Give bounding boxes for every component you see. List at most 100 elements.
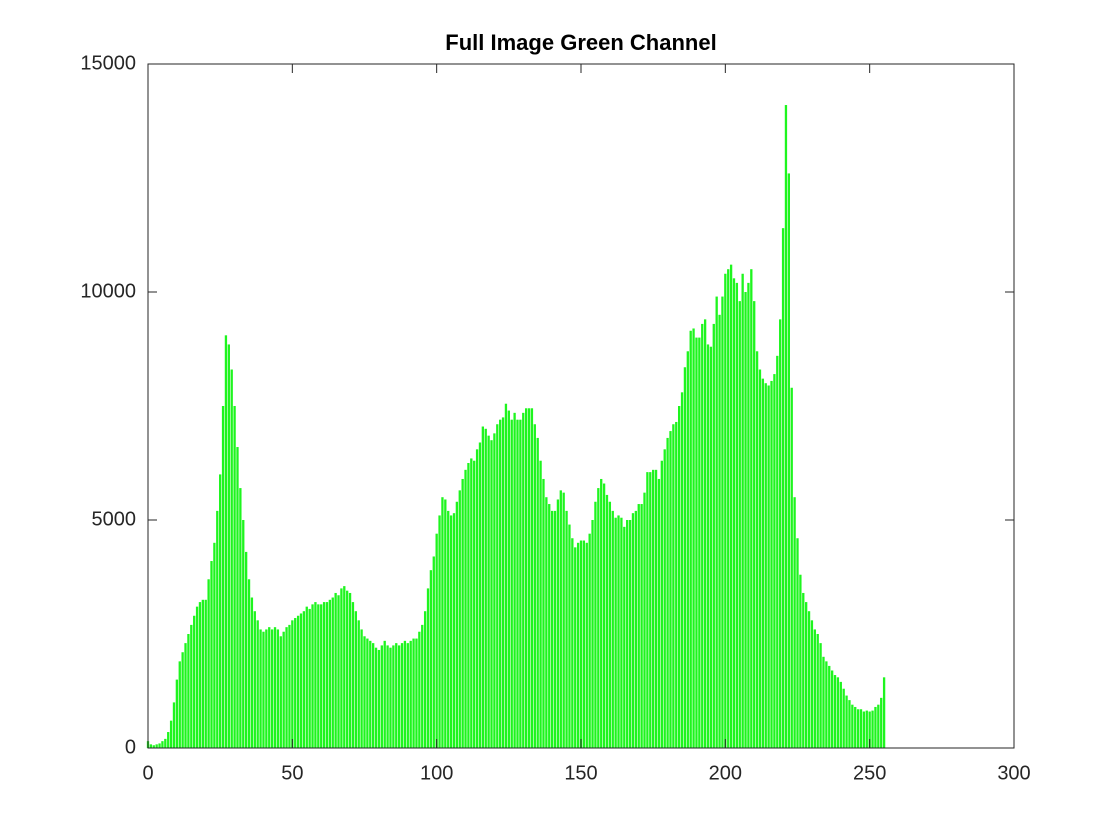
bar bbox=[510, 419, 513, 748]
bar bbox=[680, 392, 684, 748]
bar bbox=[426, 588, 430, 748]
bar bbox=[802, 592, 805, 748]
bar bbox=[383, 640, 386, 748]
bar bbox=[524, 408, 528, 748]
bar bbox=[167, 732, 170, 748]
bar bbox=[519, 419, 522, 748]
bar bbox=[654, 469, 658, 748]
bar bbox=[377, 649, 381, 748]
bar bbox=[221, 406, 225, 748]
bar bbox=[854, 706, 857, 748]
bar bbox=[600, 478, 603, 748]
bar bbox=[868, 711, 871, 748]
bar bbox=[643, 492, 646, 748]
bar bbox=[343, 586, 346, 748]
bar bbox=[550, 510, 554, 748]
bar bbox=[709, 346, 713, 748]
bar bbox=[175, 679, 179, 748]
bar bbox=[637, 504, 640, 748]
bar bbox=[631, 513, 635, 748]
bar bbox=[865, 710, 868, 748]
bar bbox=[758, 369, 762, 748]
bar bbox=[522, 412, 525, 748]
bar bbox=[478, 442, 482, 748]
bar bbox=[348, 592, 352, 748]
y-tick-label: 10000 bbox=[80, 280, 136, 302]
bar bbox=[216, 510, 219, 748]
bar bbox=[669, 431, 672, 748]
bar bbox=[395, 643, 398, 748]
bar bbox=[314, 602, 317, 748]
bar bbox=[432, 556, 435, 748]
bar bbox=[646, 472, 649, 748]
bar bbox=[441, 497, 444, 748]
bar bbox=[429, 570, 433, 748]
bar bbox=[490, 440, 493, 748]
bar bbox=[305, 606, 308, 748]
bar bbox=[392, 645, 395, 748]
bar bbox=[859, 709, 863, 748]
bar bbox=[828, 665, 831, 748]
bar bbox=[724, 273, 727, 748]
bar bbox=[689, 330, 692, 748]
bar bbox=[423, 611, 427, 748]
bar bbox=[499, 419, 502, 748]
bar bbox=[187, 634, 190, 748]
bar bbox=[571, 538, 574, 748]
bar bbox=[727, 269, 730, 748]
bar bbox=[732, 278, 736, 748]
bar bbox=[822, 656, 825, 748]
bar bbox=[611, 510, 614, 748]
bar bbox=[779, 319, 782, 748]
bar bbox=[833, 675, 837, 748]
bar bbox=[816, 634, 819, 748]
bar bbox=[250, 597, 254, 748]
bar bbox=[686, 351, 689, 748]
bar bbox=[813, 629, 816, 748]
bar bbox=[239, 488, 242, 748]
bar bbox=[617, 515, 620, 748]
bar bbox=[190, 624, 193, 748]
bar bbox=[227, 344, 230, 748]
bar bbox=[579, 540, 583, 748]
x-tick-label: 300 bbox=[997, 762, 1030, 784]
bar bbox=[513, 412, 516, 748]
bar bbox=[169, 720, 173, 748]
x-tick-label: 50 bbox=[281, 762, 303, 784]
bar bbox=[276, 629, 280, 748]
bar bbox=[181, 652, 184, 748]
bar bbox=[574, 547, 577, 748]
bar bbox=[473, 460, 476, 748]
bar bbox=[776, 355, 779, 748]
bar bbox=[805, 602, 808, 748]
bar bbox=[467, 463, 470, 748]
bar bbox=[262, 631, 265, 748]
bar bbox=[481, 426, 485, 748]
bar bbox=[213, 542, 216, 748]
x-tick-label: 200 bbox=[709, 762, 742, 784]
bar bbox=[504, 403, 508, 748]
bar bbox=[369, 640, 372, 748]
bar bbox=[712, 323, 715, 748]
bar bbox=[328, 599, 332, 748]
bar bbox=[848, 700, 851, 748]
bar bbox=[585, 542, 588, 748]
bar bbox=[470, 458, 473, 748]
bar bbox=[660, 460, 663, 748]
bar bbox=[279, 636, 282, 748]
bar bbox=[614, 517, 617, 748]
bar bbox=[568, 524, 571, 748]
bar bbox=[874, 706, 877, 748]
bar bbox=[701, 323, 704, 748]
bar bbox=[259, 629, 262, 748]
bar bbox=[172, 702, 176, 748]
bar bbox=[516, 419, 519, 748]
bar bbox=[597, 488, 600, 748]
bar bbox=[320, 604, 323, 748]
bar bbox=[236, 447, 239, 748]
bar bbox=[559, 490, 562, 748]
bar bbox=[204, 599, 207, 748]
bar bbox=[675, 421, 678, 748]
bar bbox=[317, 604, 320, 748]
